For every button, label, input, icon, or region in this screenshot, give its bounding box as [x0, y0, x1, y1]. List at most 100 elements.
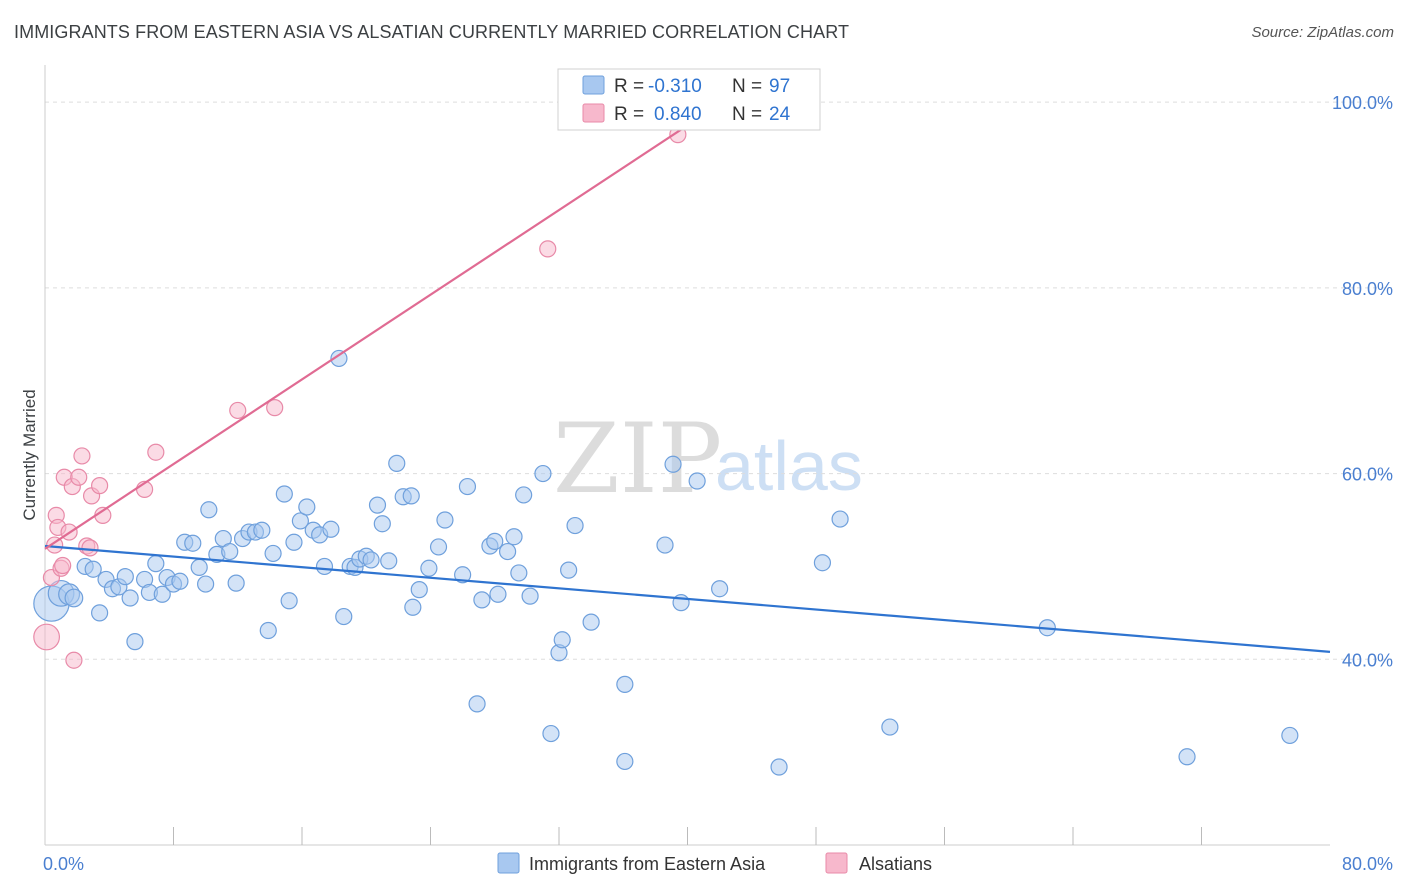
eastern-asia-point-71 — [510, 564, 528, 582]
eastern-asia-point-60 — [429, 538, 448, 556]
eastern-asia-point-88 — [770, 758, 788, 776]
eastern-asia-point-93 — [1178, 748, 1196, 766]
eastern-asia-point-10 — [116, 568, 134, 586]
alsatian-point-14 — [81, 539, 99, 557]
x-tick-label-0: 0.0% — [43, 854, 84, 874]
eastern-asia-point-44 — [330, 349, 348, 368]
watermark-atlas: atlas — [715, 427, 863, 505]
eastern-asia-point-19 — [171, 572, 189, 590]
eastern-asia-point-73 — [521, 587, 539, 605]
y-tick-label-60: 60.0% — [1342, 465, 1393, 485]
eastern-asia-point-94 — [1281, 726, 1299, 745]
legend-bottom-pink-swatch — [825, 852, 848, 874]
alsatian-point-12 — [73, 447, 91, 465]
eastern-asia-point-57 — [404, 598, 422, 616]
alsatian-point-16 — [91, 477, 109, 495]
alsatian-point-10 — [65, 651, 83, 669]
legend-top: R = -0.310 N = 97 R = 0.840 N = 24 — [557, 68, 821, 131]
eastern-asia-point-5 — [84, 560, 102, 578]
tick-labels: 40.0% 60.0% 80.0% 100.0% 0.0% 80.0% — [43, 93, 1393, 874]
eastern-asia-point-58 — [410, 581, 428, 599]
eastern-asia-point-82 — [616, 752, 634, 771]
eastern-asia-point-54 — [388, 454, 406, 472]
eastern-asia-point-79 — [566, 516, 584, 535]
eastern-asia-point-75 — [542, 724, 560, 743]
eastern-asia-point-43 — [322, 520, 340, 538]
eastern-asia-point-11 — [121, 589, 139, 607]
legend-blue-n-value: 97 — [769, 76, 790, 97]
eastern-asia-point-69 — [499, 542, 517, 561]
eastern-asia-point-78 — [560, 561, 578, 579]
legend-bottom-blue-swatch — [497, 852, 520, 874]
legend-pink-swatch — [582, 103, 605, 123]
eastern-asia-point-68 — [489, 585, 507, 603]
y-axis-label: Currently Married — [20, 389, 39, 520]
eastern-asia-point-28 — [227, 574, 245, 592]
legend-blue-r-label: R = — [614, 76, 644, 97]
x-tick-label-1: 80.0% — [1342, 854, 1393, 874]
legend-pink-r-label: R = — [614, 104, 644, 125]
trend-lines — [44, 124, 1331, 653]
eastern-asia-point-87 — [711, 580, 729, 598]
eastern-asia-point-3 — [64, 588, 84, 608]
source-label: Source: ZipAtlas.com — [1251, 24, 1394, 41]
alsatian-point-11 — [70, 468, 88, 486]
alsatian-trend-line — [44, 124, 689, 550]
eastern-asia-trend-line — [44, 544, 1331, 653]
alsatian-point-0 — [33, 623, 61, 651]
y-tick-label-80: 80.0% — [1342, 279, 1393, 299]
legend-blue-swatch — [582, 75, 605, 95]
eastern-asia-point-37 — [285, 533, 303, 551]
eastern-asia-point-36 — [280, 592, 298, 610]
eastern-asia-point-70 — [505, 528, 523, 546]
eastern-asia-point-52 — [373, 515, 391, 533]
eastern-asia-point-64 — [468, 695, 486, 713]
eastern-asia-point-45 — [335, 607, 353, 626]
chart-title: IMMIGRANTS FROM EASTERN ASIA VS ALSATIAN… — [14, 22, 850, 42]
eastern-asia-point-6 — [91, 604, 109, 622]
eastern-asia-point-77 — [553, 631, 571, 649]
eastern-asia-point-74 — [534, 464, 552, 483]
eastern-asia-point-84 — [664, 455, 682, 473]
eastern-asia-point-90 — [831, 510, 849, 528]
eastern-asia-point-91 — [881, 718, 899, 736]
eastern-asia-point-16 — [153, 585, 171, 603]
eastern-asia-point-21 — [184, 534, 202, 552]
eastern-asia-point-86 — [688, 472, 706, 490]
eastern-asia-point-56 — [402, 487, 420, 505]
eastern-asia-point-15 — [147, 555, 165, 573]
grid-lines — [45, 101, 1392, 660]
eastern-asia-point-63 — [458, 477, 477, 496]
eastern-asia-point-33 — [259, 621, 277, 640]
eastern-asia-point-67 — [486, 532, 504, 550]
eastern-asia-point-59 — [420, 559, 438, 577]
eastern-asia-point-62 — [454, 566, 472, 584]
eastern-asia-point-12 — [126, 633, 144, 651]
eastern-asia-point-65 — [473, 591, 491, 609]
eastern-asia-point-24 — [200, 501, 218, 519]
eastern-asia-point-51 — [368, 496, 387, 514]
legend-bottom: Immigrants from Eastern Asia Alsatians — [497, 852, 932, 874]
eastern-asia-point-35 — [275, 485, 293, 503]
eastern-asia-point-53 — [380, 552, 398, 570]
eastern-asia-point-50 — [362, 551, 380, 569]
eastern-asia-point-80 — [582, 613, 600, 631]
eastern-asia-point-89 — [813, 554, 832, 572]
legend-bottom-pink-label: Alsatians — [859, 854, 932, 874]
eastern-asia-point-81 — [616, 675, 634, 693]
eastern-asia-point-42 — [315, 557, 334, 576]
eastern-asia-point-32 — [253, 521, 271, 539]
alsatian-point-21 — [266, 399, 284, 417]
legend-pink-n-value: 24 — [769, 104, 791, 125]
alsatian-point-20 — [229, 401, 247, 420]
eastern-asia-point-39 — [298, 498, 316, 516]
eastern-asia-point-34 — [264, 544, 282, 563]
eastern-asia-point-38 — [291, 512, 309, 530]
y-tick-label-100: 100.0% — [1332, 93, 1393, 113]
eastern-asia-point-27 — [221, 542, 239, 561]
legend-pink-n-label: N = — [732, 104, 762, 125]
eastern-asia-point-23 — [197, 575, 215, 593]
legend-pink-r-value: 0.840 — [654, 104, 702, 125]
watermark-zip: ZIP — [553, 403, 722, 515]
